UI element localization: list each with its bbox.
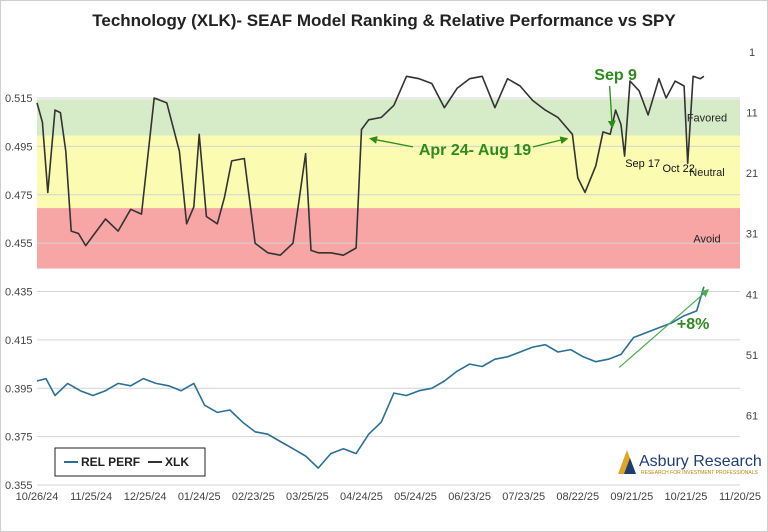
zone-avoid [37, 208, 740, 269]
x-tick-label: 11/25/24 [70, 491, 112, 503]
annotation-label: +8% [677, 316, 709, 333]
right-tick-label: 1 [749, 47, 755, 59]
right-tick-label: 51 [746, 350, 758, 362]
annotation-label: Apr 24- Aug 19 [419, 142, 531, 159]
right-tick-label: 61 [746, 410, 758, 422]
left-tick-label: 0.495 [5, 141, 33, 153]
left-tick-label: 0.355 [5, 480, 33, 492]
x-tick-label: 01/24/25 [178, 491, 221, 503]
legend-box [54, 447, 206, 477]
x-tick-label: 10/26/24 [16, 491, 59, 503]
annotation-label: Oct 22 [663, 163, 695, 175]
logo-name: Asbury Research [639, 453, 762, 470]
x-tick-label: 08/22/25 [556, 491, 599, 503]
x-tick-label: 07/23/25 [502, 491, 545, 503]
x-tick-label: 06/23/25 [448, 491, 491, 503]
x-tick-label: 02/23/25 [232, 491, 275, 503]
x-tick-label: 05/24/25 [394, 491, 437, 503]
zone-label-avoid: Avoid [693, 233, 720, 245]
x-tick-label: 04/24/25 [340, 491, 383, 503]
zone-label-favored: Favored [687, 112, 727, 124]
chart-title: Technology (XLK)- SEAF Model Ranking & R… [92, 11, 676, 30]
zones-layer: Favored Neutral Avoid [37, 99, 740, 269]
left-tick-label: 0.475 [5, 190, 33, 202]
left-tick-label: 0.395 [5, 383, 33, 395]
legend-label: REL PERF [81, 455, 140, 469]
left-tick-label: 0.515 [5, 93, 33, 105]
right-tick-label: 21 [746, 168, 758, 180]
annotation-arrow [607, 85, 616, 129]
right-tick-label: 41 [746, 289, 758, 301]
x-tick-label: 03/25/25 [286, 491, 329, 503]
x-tick-label: 12/25/24 [124, 491, 167, 503]
annotation-label: Sep 9 [594, 67, 637, 84]
series-layer [36, 75, 705, 469]
x-axis: 10/26/24 11/25/24 12/25/24 01/24/25 02/23/25… [16, 491, 761, 503]
series-xlk [36, 75, 705, 256]
x-tick-label: 11/20/25 [719, 491, 761, 503]
left-tick-label: 0.415 [5, 335, 33, 347]
right-tick-label: 11 [746, 108, 757, 120]
logo-tagline: RESEARCH FOR INVESTMENT PROFESSIONALS [641, 470, 759, 476]
logo-emblem-inner [624, 458, 636, 474]
left-tick-label: 0.435 [5, 287, 33, 299]
annotation-arrow [369, 136, 414, 148]
legend: REL PERF XLK [54, 447, 206, 477]
annotation-label: Sep 17 [625, 158, 660, 170]
legend-label: XLK [165, 455, 189, 469]
series-rel-perf [36, 286, 705, 469]
annotation-arrow [532, 136, 569, 148]
left-tick-label: 0.455 [5, 238, 33, 250]
right-tick-label: 31 [746, 229, 758, 241]
zone-label-neutral: Neutral [689, 167, 724, 179]
left-tick-label: 0.375 [5, 432, 33, 444]
zone-favored [37, 99, 740, 136]
x-tick-label: 09/21/25 [610, 491, 653, 503]
x-tick-label: 10/21/25 [665, 491, 708, 503]
annotations-layer: Apr 24- Aug 19 Sep 9 Sep 17 Oct 22 +8% [369, 67, 710, 368]
left-axis: 0.355 0.375 0.395 0.415 0.435 0.455 0.475 0.495… [5, 93, 33, 492]
trend-arrow [618, 288, 710, 368]
